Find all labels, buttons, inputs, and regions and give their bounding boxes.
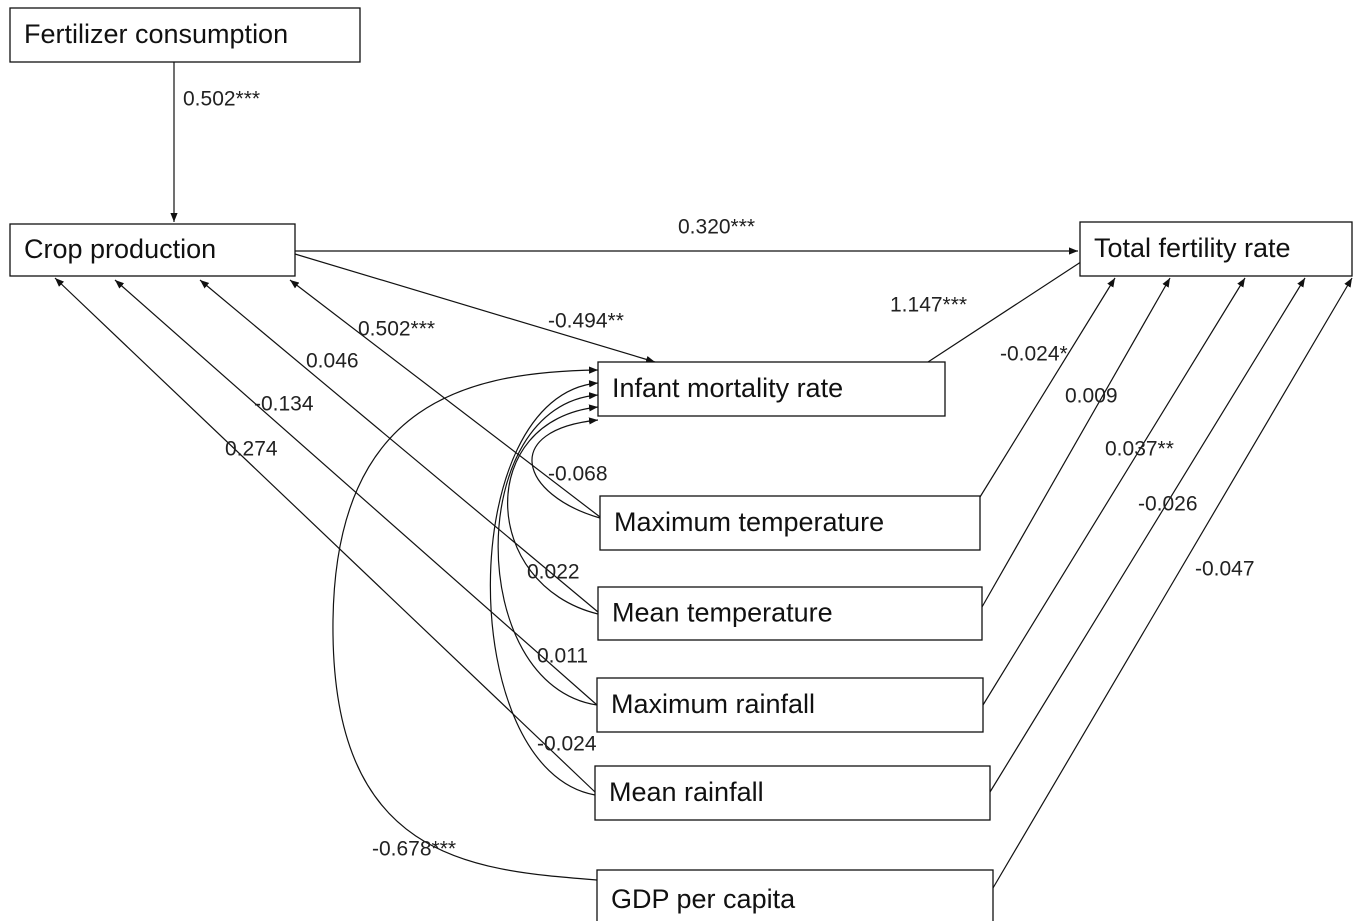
edge-label: 0.502*** [183,88,260,111]
edge-label: 0.022 [527,561,580,584]
edge-label: 0.502*** [358,318,435,341]
edge-label: 1.147*** [890,294,967,317]
edge-arrow [982,277,1246,706]
edge-arrow [989,277,1306,793]
node-box [594,765,991,821]
node-box [596,677,984,733]
edge-label: 0.011 [537,645,588,668]
node-label: Total fertility rate [1094,233,1291,263]
edge-arrow [979,277,1116,498]
edge-arrow [981,277,1171,608]
node-box [597,586,983,641]
node-label: Mean rainfall [609,777,764,807]
node-box [597,361,946,417]
node-box [596,869,994,921]
edge-arrow [507,404,599,615]
node-label: GDP per capita [611,884,796,914]
edge-label: 0.009 [1065,385,1118,408]
edge-label: 0.046 [306,350,359,373]
edge-arrow [489,380,599,796]
node-label: Crop production [24,234,216,264]
edge-label: -0.134 [254,393,314,416]
edge-label: -0.494** [548,310,624,333]
node-label: Maximum temperature [614,507,884,537]
edge-arrow [54,277,596,793]
nodes: Fertilizer consumption Crop production Tot… [9,7,1353,921]
edge-arrow [294,253,656,363]
edge-label: -0.678*** [372,838,456,861]
node-label: Mean temperature [612,598,833,628]
edge-arrow [199,279,599,613]
node-box [1079,221,1353,277]
node-box [599,495,981,551]
edge-label: -0.024 [537,733,597,756]
node-label: Infant mortality rate [612,373,843,403]
edge-label: -0.024* [1000,343,1068,366]
edge-arrow [927,255,1091,363]
node-label: Fertilizer consumption [24,19,288,49]
node-label: Maximum rainfall [611,689,815,719]
edge-labels: 0.502*** 0.320*** -0.494** 1.147*** 0.502***… [183,88,1255,861]
edge-arrow [531,417,601,519]
node-box [9,223,296,277]
edge-label: -0.068 [548,463,608,486]
edge-label: 0.037** [1105,438,1174,461]
node-box [9,7,361,63]
edge-label: 0.320*** [678,216,755,239]
edge-arrow [992,277,1353,889]
edge-arrow [332,366,599,881]
edge-label: -0.026 [1138,493,1198,516]
edge-label: -0.047 [1195,558,1255,581]
edge-label: 0.274 [225,438,278,461]
edge-arrow [497,392,599,706]
edges [54,62,1353,889]
